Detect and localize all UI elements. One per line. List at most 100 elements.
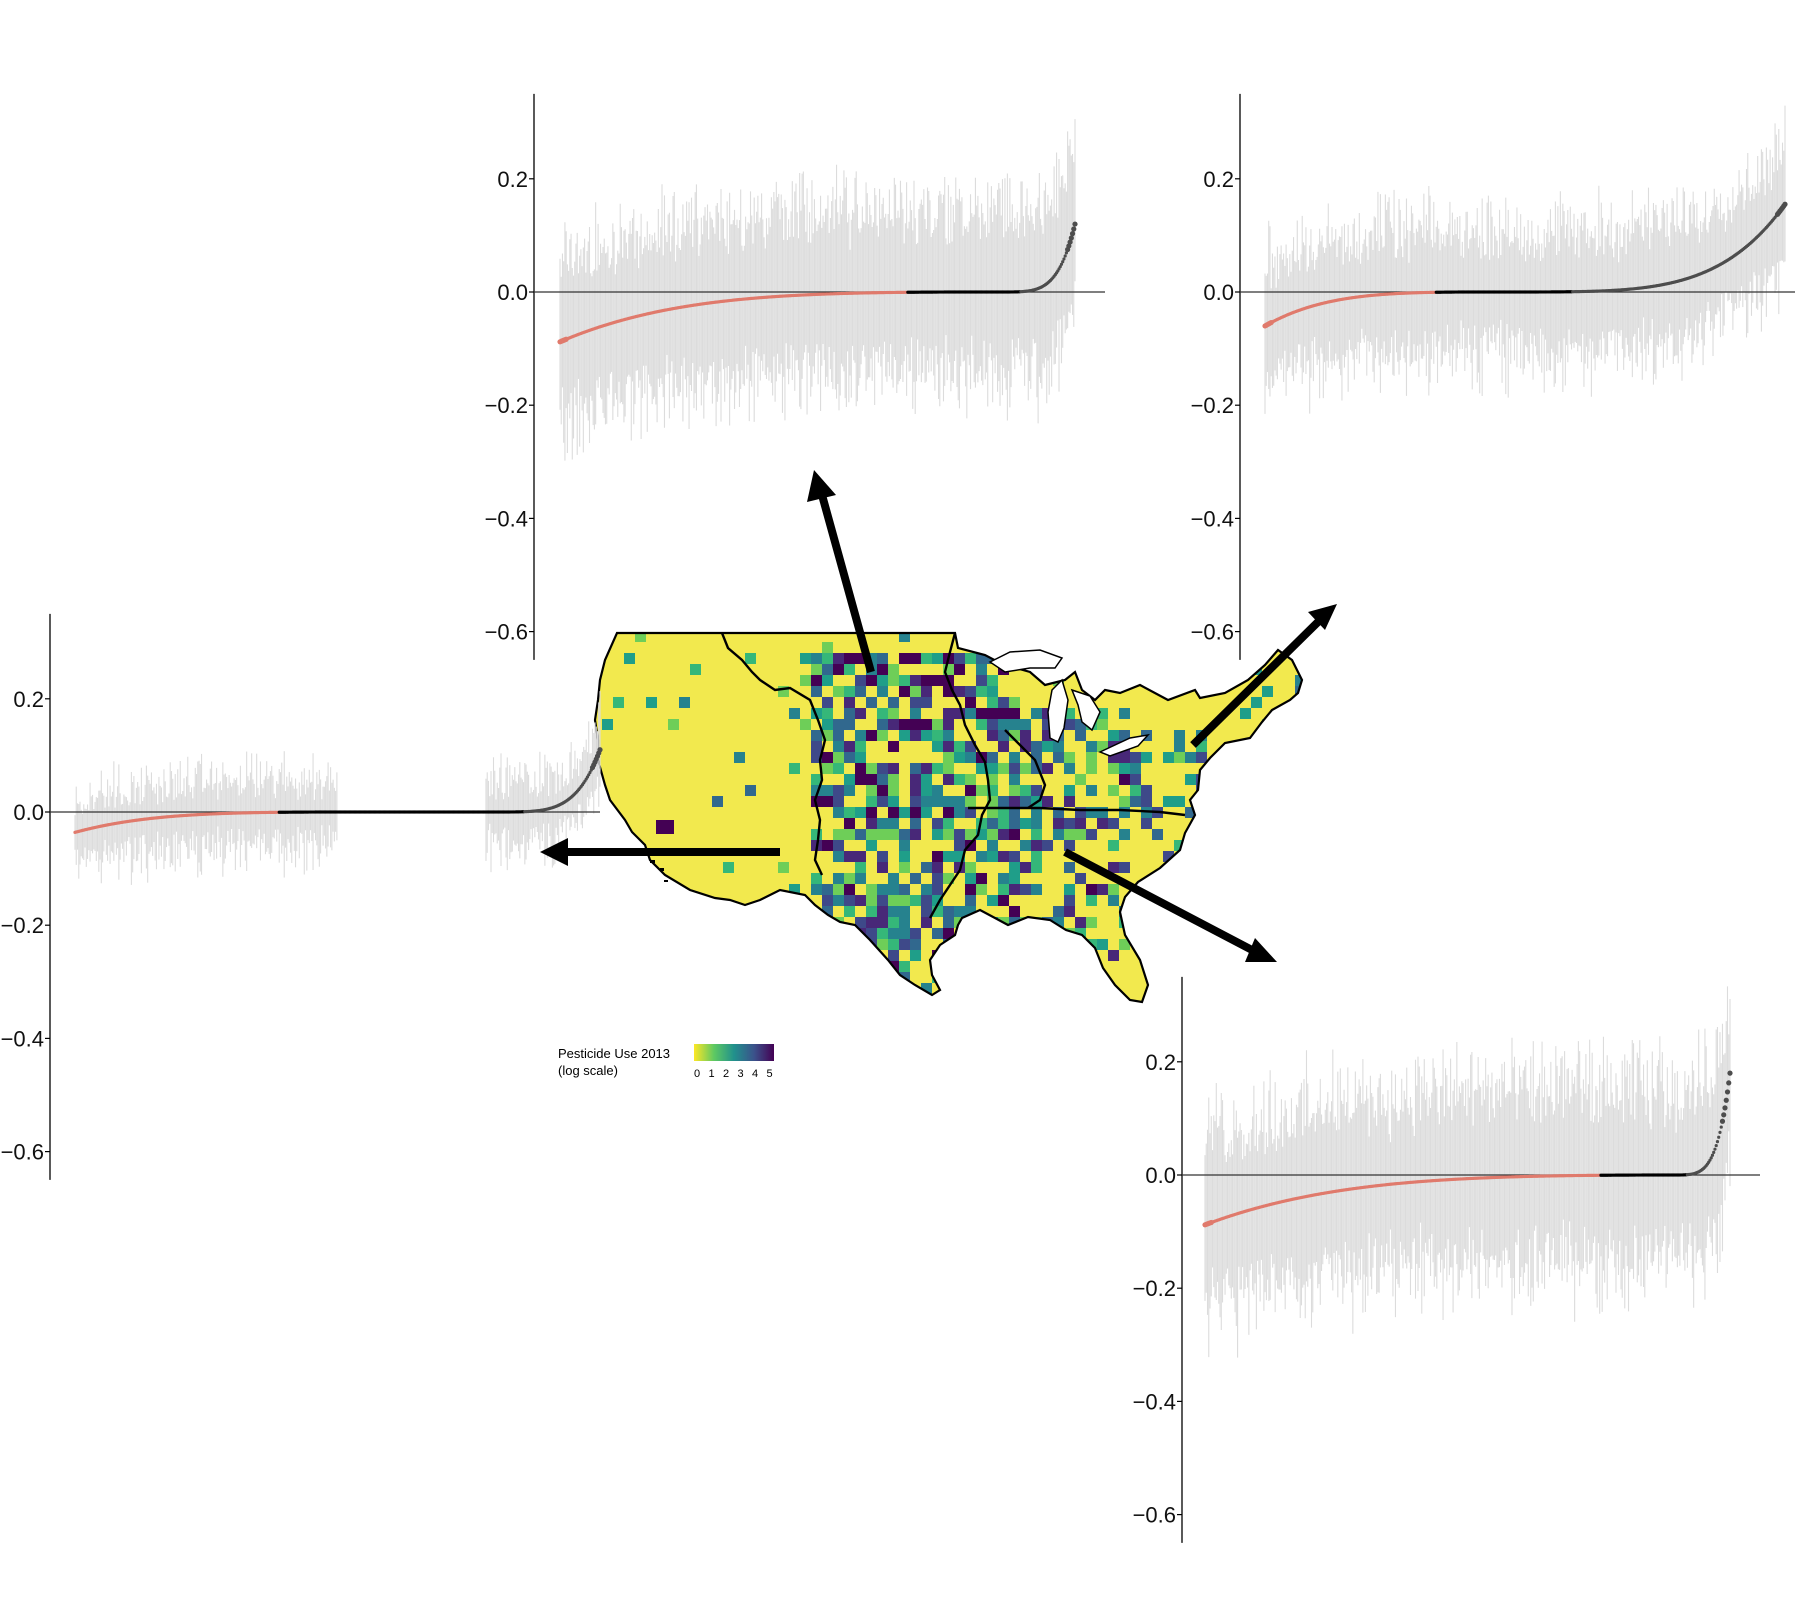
map-county-cell (602, 1016, 613, 1027)
estimate-point (1067, 239, 1073, 245)
map-county-cell (1031, 818, 1042, 829)
map-county-cell (595, 862, 602, 873)
y-tick-label: −0.4 (485, 506, 528, 531)
estimate-point (1713, 1147, 1717, 1151)
panel-northeast: 0.2 0.0 −0.2 −0.4 −0.6 (1191, 93, 1795, 660)
map-county-cell (877, 730, 888, 741)
map-county-cell (1163, 851, 1174, 862)
map-county-cell (910, 730, 921, 741)
legend-tick: 1 (708, 1068, 714, 1080)
map-county-cell (932, 862, 943, 873)
map-county-cell (1108, 818, 1119, 829)
map-county-cell (932, 961, 943, 972)
map-county-cell (899, 633, 910, 642)
map-county-cell (822, 939, 833, 950)
map-county-cell (910, 708, 921, 719)
map-county-cell (1119, 829, 1130, 840)
map-county-cell (888, 818, 899, 829)
map-county-cell (833, 719, 844, 730)
map-county-cell (1295, 928, 1302, 939)
map-county-cell (877, 686, 888, 697)
map-county-cell (910, 873, 921, 884)
map-county-cell (954, 664, 965, 675)
map-county-cell (976, 983, 987, 994)
map-county-cell (1009, 752, 1020, 763)
map-county-cell (932, 719, 943, 730)
map-county-cell (1009, 818, 1020, 829)
map-county-cell (965, 807, 976, 818)
map-county-cell (998, 796, 1009, 807)
map-county-cell (998, 895, 1009, 906)
map-county-cell (811, 686, 822, 697)
map-county-cell (1064, 895, 1075, 906)
interval-bars (1204, 986, 1731, 1358)
map-county-cell (866, 675, 877, 686)
map-county-cell (943, 752, 954, 763)
y-tick-label: −0.6 (1, 1140, 44, 1165)
map-county-cell (987, 774, 998, 785)
map-county-cell (910, 928, 921, 939)
map-county-cell (965, 983, 976, 994)
map-county-cell (613, 697, 624, 708)
map-county-cell (1108, 730, 1119, 741)
map-county-cell (822, 763, 833, 774)
map-county-cell (822, 653, 833, 664)
us-map (593, 631, 1304, 1027)
map-county-cell (1207, 807, 1218, 818)
map-county-cell (866, 818, 877, 829)
estimate-points (73, 747, 603, 834)
map-county-cell (1031, 983, 1042, 994)
map-county-cell (1097, 807, 1108, 818)
estimate-point (1712, 1150, 1716, 1154)
map-county-cell (1141, 818, 1152, 829)
map-county-cell (855, 807, 866, 818)
map-county-cell (910, 807, 921, 818)
map-county-cell (1031, 708, 1042, 719)
map-county-cell (888, 873, 899, 884)
map-county-cell (921, 895, 932, 906)
y-tick-label: −0.2 (485, 393, 528, 418)
map-county-cell (932, 884, 943, 895)
map-county-cell (899, 829, 910, 840)
map-county-cell (1130, 752, 1141, 763)
map-county-cell (1262, 686, 1273, 697)
map-county-cell (1064, 939, 1075, 950)
map-county-cell (624, 653, 635, 664)
map-county-cell (954, 686, 965, 697)
map-county-cell (1097, 741, 1108, 752)
map-county-cell (855, 741, 866, 752)
map-county-cell (888, 807, 899, 818)
map-county-cell (1108, 752, 1119, 763)
map-county-cell (1196, 829, 1207, 840)
map-county-cell (1031, 840, 1042, 851)
map-county-cell (910, 818, 921, 829)
map-county-cell (1031, 851, 1042, 862)
map-county-cell (910, 686, 921, 697)
map-county-cell (943, 741, 954, 752)
map-county-cell (899, 961, 910, 972)
map-county-cell (987, 895, 998, 906)
map-county-cell (844, 928, 855, 939)
map-county-cell (976, 785, 987, 796)
map-county-cell (998, 818, 1009, 829)
map-county-cell (1009, 796, 1020, 807)
map-county-cell (888, 829, 899, 840)
map-county-cell (932, 730, 943, 741)
map-county-cell (789, 763, 800, 774)
map-county-cell (811, 774, 822, 785)
map-county-cell (844, 752, 855, 763)
map-county-cell (866, 829, 877, 840)
map-county-cell (833, 653, 844, 664)
map-county-cell (811, 829, 822, 840)
map-county-cell (1009, 884, 1020, 895)
map-county-cell (844, 774, 855, 785)
map-county-cell (1042, 730, 1053, 741)
map-county-cell (855, 994, 866, 1002)
map-county-cell (635, 884, 646, 895)
map-county-cell (1064, 752, 1075, 763)
map-county-cell (877, 917, 888, 928)
map-county-cell (1174, 928, 1185, 939)
map-county-cell (932, 851, 943, 862)
map-county-cell (855, 961, 866, 972)
